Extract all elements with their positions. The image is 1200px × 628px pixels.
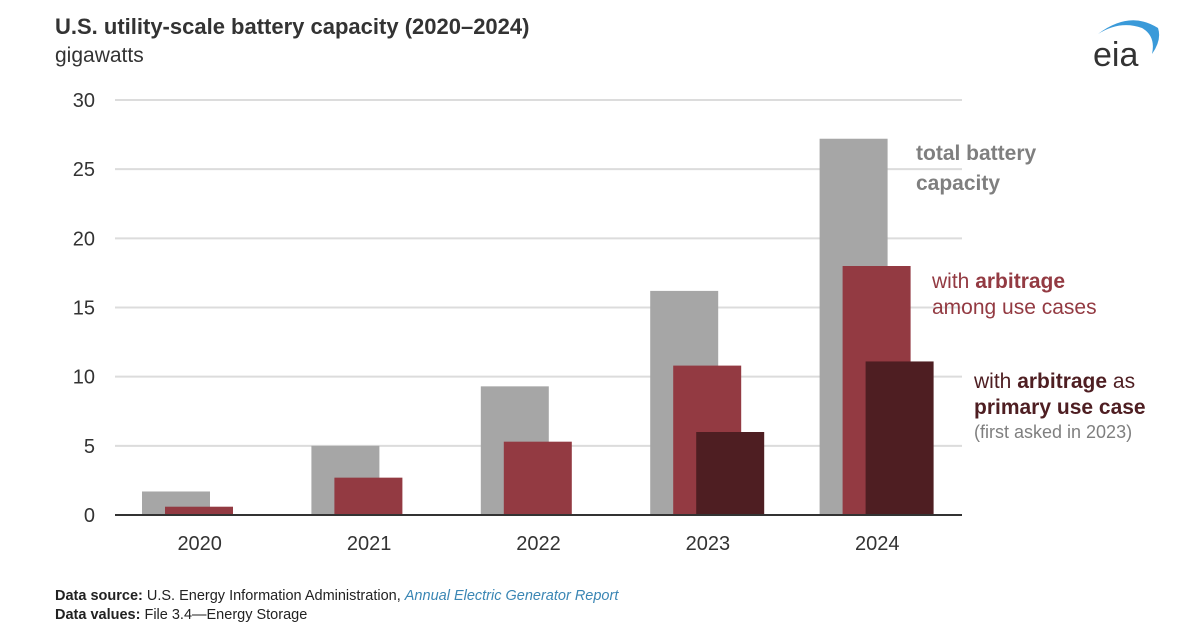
annotation-primary-line1: with arbitrage as [973, 370, 1135, 393]
annotation-arbitrage-primary: with arbitrage as primary use case (firs… [973, 370, 1146, 442]
y-tick-label: 0 [84, 505, 95, 527]
bar-arbitrage-primary-2024 [865, 361, 934, 515]
x-tick-label: 2021 [347, 533, 392, 555]
y-tick-label: 20 [73, 228, 95, 250]
y-axis-ticks: 0 5 10 15 20 25 30 [73, 90, 95, 527]
footer-values-text: File 3.4—Energy Storage [140, 607, 308, 623]
x-axis-ticks: 2020 2021 2022 2023 2024 [177, 533, 899, 555]
logo-text: eia [1093, 36, 1138, 70]
chart-title: U.S. utility-scale battery capacity (202… [55, 14, 530, 39]
x-tick-label: 2023 [686, 533, 731, 555]
bar-arbitrage-among-2020 [165, 506, 233, 515]
annotation-among-pre: with [931, 270, 975, 293]
y-tick-label: 30 [73, 90, 95, 112]
annotation-primary-bold: arbitrage [1017, 370, 1107, 393]
footer-source-link[interactable]: Annual Electric Generator Report [404, 588, 619, 604]
y-tick-label: 15 [73, 298, 95, 320]
chart-subtitle-units: gigawatts [55, 44, 144, 67]
logo-arc [1098, 20, 1160, 55]
bar-arbitrage-primary-2023 [696, 432, 765, 515]
annotation-among-bold: arbitrage [975, 270, 1065, 293]
footer-values-label: Data values: [55, 607, 141, 623]
annotation-primary-pre: with [973, 370, 1017, 393]
annotation-total: total battery capacity [916, 142, 1037, 195]
eia-logo-icon: eia [1093, 20, 1160, 70]
annotation-among-line1: with arbitrage [931, 270, 1065, 293]
bar-arbitrage-among-2022 [503, 441, 572, 515]
annotation-among-line2: among use cases [932, 296, 1097, 319]
x-tick-label: 2024 [855, 533, 900, 555]
bars [142, 138, 934, 515]
footer-source-text: U.S. Energy Information Administration, [142, 588, 405, 604]
annotation-arbitrage-among: with arbitrage among use cases [931, 270, 1097, 319]
footer-source-label: Data source: [55, 588, 143, 604]
annotation-total-line1: total battery [916, 142, 1037, 165]
y-tick-label: 10 [73, 367, 95, 389]
annotation-primary-line2: primary use case [974, 396, 1146, 419]
y-tick-label: 5 [84, 436, 95, 458]
footer-data-values: Data values: File 3.4—Energy Storage [55, 607, 307, 623]
footer-data-source: Data source: U.S. Energy Information Adm… [55, 588, 618, 604]
annotation-total-line2: capacity [916, 172, 1000, 195]
bar-arbitrage-among-2021 [334, 477, 403, 515]
y-tick-label: 25 [73, 159, 95, 181]
x-tick-label: 2022 [516, 533, 561, 555]
annotation-primary-line3: (first asked in 2023) [974, 422, 1132, 442]
annotation-primary-post: as [1107, 370, 1135, 393]
x-tick-label: 2020 [177, 533, 222, 555]
